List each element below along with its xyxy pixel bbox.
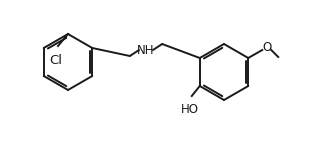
Text: O: O [263, 41, 272, 55]
Text: NH: NH [137, 45, 155, 57]
Text: HO: HO [181, 103, 199, 116]
Text: Cl: Cl [50, 54, 63, 67]
